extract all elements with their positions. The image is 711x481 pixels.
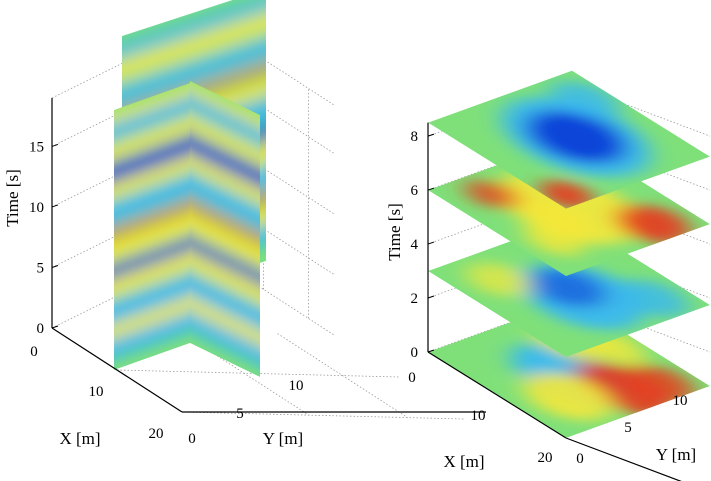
slice-x-z-left (114, 83, 190, 370)
grid-line (51, 21, 207, 99)
left-slices (114, 0, 267, 378)
z-tick-label: 2 (411, 291, 419, 307)
z-tick (51, 143, 59, 147)
z-tick-label: 10 (29, 200, 44, 216)
right-3d-chart: 0 2 4 6 8 0 10 20 0 5 10 Time [s] X [m] Y [m] (385, 70, 711, 481)
y-tick-label: 5 (236, 406, 244, 422)
grid-line (427, 191, 573, 245)
grid-line (51, 191, 207, 268)
z-tick-label: 0 (411, 345, 419, 361)
z-tick-label: 6 (411, 183, 419, 199)
z-tick (427, 241, 435, 245)
y-tick-label: 10 (289, 378, 304, 394)
x-axis (427, 351, 567, 439)
right-x-axis-label: X [m] (443, 452, 484, 471)
grid-line (51, 251, 207, 329)
z-tick (427, 295, 435, 299)
z-tick-label: 4 (411, 237, 419, 253)
left-axes (51, 98, 486, 413)
x-tick-label: 20 (538, 450, 553, 466)
grid-line (51, 130, 207, 208)
z-tick-label: 0 (37, 321, 45, 337)
x-tick-label: 10 (471, 408, 486, 424)
left-time-axis-label: Time [s] (3, 169, 22, 226)
right-slices (428, 70, 711, 439)
z-tick (427, 187, 435, 191)
right-time-axis-label: Time [s] (385, 203, 404, 260)
y-tick-label: 0 (576, 451, 584, 467)
grid-line (427, 299, 573, 353)
z-tick (427, 349, 435, 353)
grid-line (277, 333, 408, 418)
y-tick-label: 0 (188, 431, 196, 447)
z-tick (427, 133, 435, 137)
left-x-axis-label: X [m] (59, 429, 100, 448)
z-tick-label: 8 (411, 129, 419, 145)
z-tick-label: 5 (37, 260, 45, 276)
z-tick-label: 15 (29, 139, 44, 155)
z-tick (51, 204, 59, 208)
time-slice (428, 70, 711, 209)
right-y-axis-label: Y [m] (656, 445, 696, 464)
right-tick-labels: 0 2 4 6 8 0 10 20 0 5 10 (408, 129, 687, 467)
time-slice (428, 300, 711, 439)
y-tick-label: 10 (673, 393, 688, 409)
time-slice (428, 219, 711, 358)
z-tick (51, 325, 59, 329)
right-axes (427, 122, 682, 481)
x-axis (51, 327, 183, 413)
x-tick-label: 0 (408, 370, 416, 386)
y-tick-label: 5 (624, 420, 632, 436)
slice-x-z-right (190, 81, 260, 378)
grid-line (181, 411, 465, 420)
x-tick-label: 20 (149, 426, 164, 442)
grid-line (51, 70, 207, 147)
x-tick-label: 0 (30, 344, 38, 360)
left-tick-labels: 0 5 10 15 0 10 20 0 5 10 (29, 139, 304, 447)
z-tick (51, 264, 59, 268)
y-axis (565, 437, 682, 481)
left-y-axis-label: Y [m] (263, 429, 303, 448)
grid-line (427, 245, 573, 299)
x-tick-label: 10 (89, 384, 104, 400)
